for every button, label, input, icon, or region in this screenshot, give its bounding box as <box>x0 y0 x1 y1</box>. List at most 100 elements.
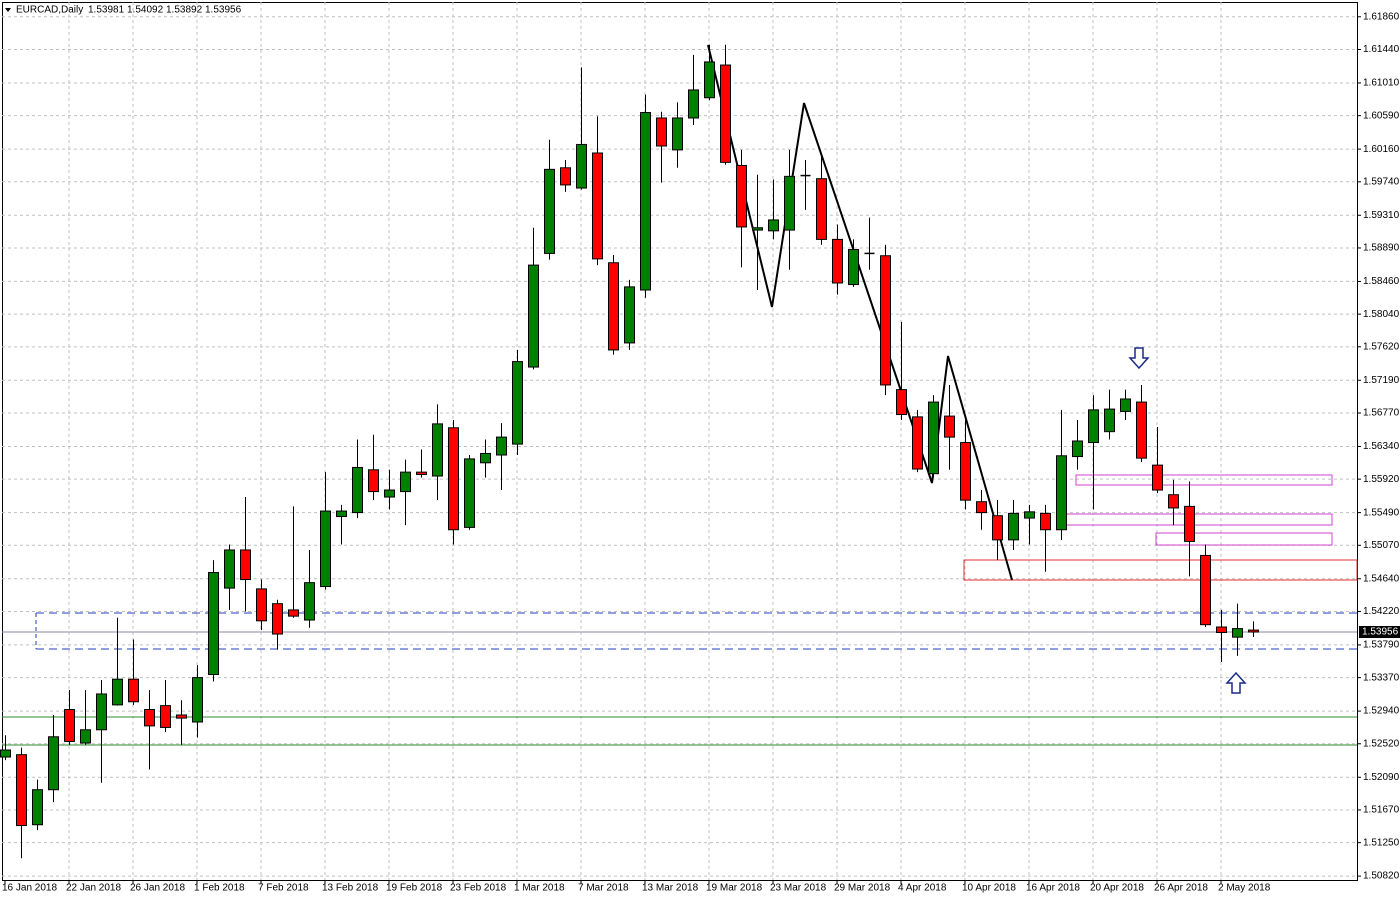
candle-body <box>832 238 843 284</box>
candle-body <box>1216 626 1227 633</box>
drawings <box>2 44 1358 746</box>
x-tick-label: 10 Apr 2018 <box>962 883 1016 894</box>
candle-body <box>336 510 347 518</box>
x-tick-label: 7 Mar 2018 <box>578 883 629 894</box>
candle-body <box>48 736 59 791</box>
candle-body <box>192 677 203 723</box>
candle-body <box>272 603 283 635</box>
y-tick-label: 1.53370 <box>1363 672 1400 683</box>
header-high: 1.54092 <box>127 5 164 16</box>
candle-body <box>1232 628 1243 638</box>
y-tick-label: 1.58040 <box>1363 309 1400 320</box>
y-tick-label: 1.55920 <box>1363 474 1400 485</box>
x-tick-label: 23 Feb 2018 <box>450 883 507 894</box>
x-tick-label: 4 Apr 2018 <box>898 883 947 894</box>
candle-body <box>1152 464 1163 491</box>
candle-body <box>464 458 475 528</box>
candle-body <box>576 143 587 189</box>
candle-body <box>1040 512 1051 531</box>
candle-body <box>672 117 683 151</box>
x-tick-label: 19 Feb 2018 <box>386 883 443 894</box>
candle-body <box>1120 398 1131 412</box>
header-close: 1.53956 <box>205 5 242 16</box>
candle-body <box>1136 401 1147 459</box>
y-tick-label: 1.52940 <box>1363 706 1400 717</box>
y-tick-label: 1.51670 <box>1363 805 1400 816</box>
candle-body <box>496 436 507 456</box>
candle-body <box>752 227 763 231</box>
candle-body <box>352 466 363 514</box>
y-tick-label: 1.56340 <box>1363 441 1400 452</box>
candle-body <box>656 117 667 147</box>
candle-body <box>160 705 171 728</box>
candle-body <box>784 175 795 231</box>
menu-triangle <box>5 8 11 12</box>
x-tick-label: 13 Feb 2018 <box>322 883 379 894</box>
zone <box>1155 532 1333 546</box>
candle-body <box>1168 494 1179 509</box>
x-tick-label: 1 Feb 2018 <box>194 883 245 894</box>
candle-body <box>848 249 859 286</box>
candle-body <box>624 286 635 344</box>
candle-body <box>640 112 651 291</box>
y-tick-label: 1.54640 <box>1363 573 1400 584</box>
y-tick-label: 1.58890 <box>1363 243 1400 254</box>
candle-body <box>880 255 891 386</box>
y-tick-label: 1.57190 <box>1363 375 1400 386</box>
candle-body <box>1024 511 1035 519</box>
candle-body <box>992 515 1003 541</box>
candle-body <box>144 709 155 727</box>
zone <box>963 559 1358 581</box>
y-tick-label: 1.55070 <box>1363 540 1400 551</box>
candle-body <box>368 469 379 493</box>
header-open: 1.53981 <box>88 5 125 16</box>
candles <box>0 44 1259 859</box>
candle-body <box>384 489 395 498</box>
y-tick-label: 1.59310 <box>1363 210 1400 221</box>
y-tick-label: 1.61440 <box>1363 44 1400 55</box>
x-tick-label: 26 Jan 2018 <box>130 883 185 894</box>
x-tick-label: 16 Jan 2018 <box>2 883 57 894</box>
x-tick-label: 23 Mar 2018 <box>770 883 827 894</box>
y-tick-label: 1.57620 <box>1363 341 1400 352</box>
candle-body <box>944 415 955 438</box>
candle-body <box>912 416 923 470</box>
candle-body <box>1200 554 1211 626</box>
x-tick-label: 1 Mar 2018 <box>514 883 565 894</box>
zone <box>1075 474 1333 486</box>
y-tick-label: 1.60160 <box>1363 144 1400 155</box>
candle-body <box>896 389 907 416</box>
x-tick-label: 19 Mar 2018 <box>706 883 763 894</box>
candle-body <box>0 749 11 758</box>
candle-body <box>1056 455 1067 531</box>
candle-body <box>720 64 731 163</box>
x-tick-label: 29 Mar 2018 <box>834 883 891 894</box>
candle-body <box>320 510 331 588</box>
down-arrow <box>1128 347 1150 370</box>
candle-body <box>448 427 459 531</box>
price-label: 1.53956 <box>1362 627 1399 638</box>
candle-body <box>528 264 539 368</box>
candle-body <box>240 549 251 581</box>
candle-body <box>736 164 747 228</box>
candle-body <box>512 361 523 445</box>
candle-body <box>128 678 139 703</box>
header-low: 1.53892 <box>166 5 203 16</box>
candle-body <box>304 582 315 621</box>
candle-body <box>176 714 187 719</box>
up-arrow <box>1225 671 1247 694</box>
candle-body <box>480 452 491 464</box>
y-tick-label: 1.60590 <box>1363 110 1400 121</box>
candle-body <box>1072 440 1083 458</box>
candle-body <box>432 423 443 477</box>
candle-body <box>1008 512 1019 541</box>
y-tick-label: 1.58460 <box>1363 276 1400 287</box>
candle-body <box>544 168 555 254</box>
candle-body <box>80 729 91 744</box>
chart-title: EURCAD,Daily <box>16 5 83 16</box>
candle-body <box>1248 629 1259 633</box>
y-tick-label: 1.52520 <box>1363 738 1400 749</box>
candle-body <box>64 709 75 742</box>
candle-body <box>1088 409 1099 444</box>
